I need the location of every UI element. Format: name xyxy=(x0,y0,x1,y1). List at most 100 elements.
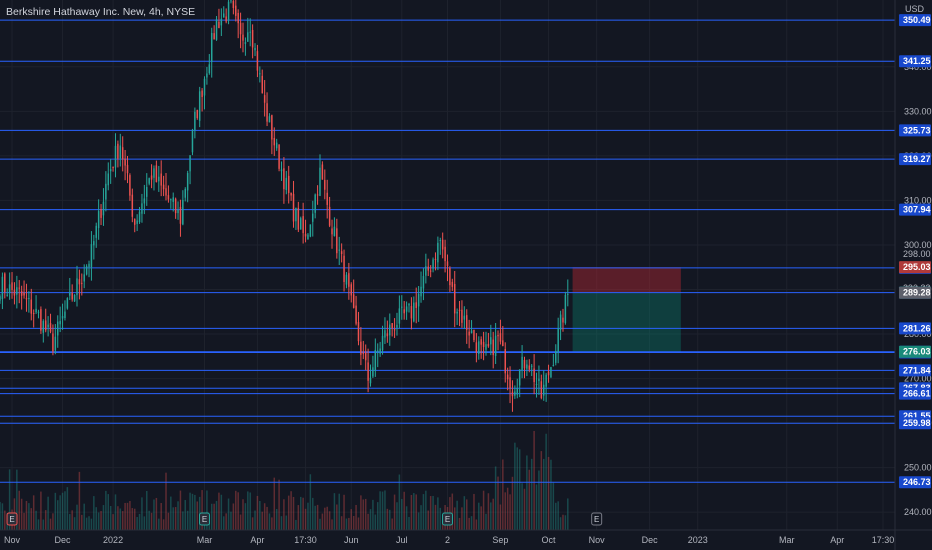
volume-bar xyxy=(52,513,54,530)
price-tick-label: 240.00 xyxy=(904,507,932,517)
candle-body xyxy=(393,329,396,331)
candle-body xyxy=(494,335,497,356)
volume-bar xyxy=(124,502,126,530)
volume-bar xyxy=(239,514,242,530)
candle-body xyxy=(220,18,223,26)
volume-bar xyxy=(516,447,519,530)
volume-bar xyxy=(59,495,61,530)
price-badge xyxy=(899,261,931,274)
candle-body xyxy=(165,188,167,196)
candle-body xyxy=(133,219,136,225)
candle-body xyxy=(369,377,372,384)
volume-bar xyxy=(530,458,533,530)
candle-body xyxy=(326,192,328,205)
volume-bar xyxy=(326,506,328,530)
volume-bar xyxy=(259,500,261,530)
level-badge xyxy=(899,55,931,68)
volume-bar xyxy=(458,517,461,530)
level-badge xyxy=(899,153,931,166)
volume-bar xyxy=(232,503,235,530)
volume-bar xyxy=(54,492,57,530)
volume-bar xyxy=(417,512,420,530)
volume-bar xyxy=(93,496,95,530)
candle-body xyxy=(162,184,165,190)
candle-body xyxy=(321,164,324,180)
candle-body xyxy=(268,116,271,123)
candle-body xyxy=(485,344,487,350)
candle-body xyxy=(415,302,417,309)
candle-body xyxy=(372,367,374,377)
candle-body xyxy=(208,64,211,74)
candle-body xyxy=(506,374,509,380)
volume-bar xyxy=(28,503,30,530)
earnings-icon[interactable] xyxy=(591,512,603,526)
candle-body xyxy=(81,282,83,284)
candle-body xyxy=(403,309,405,314)
candle-body xyxy=(374,349,377,371)
level-badge-label: 319.27 xyxy=(903,154,931,164)
candle-body xyxy=(146,186,148,197)
candle-body xyxy=(290,192,292,196)
candle-body xyxy=(186,173,189,191)
candle-body xyxy=(427,266,429,271)
volume-bar xyxy=(504,492,506,530)
level-badge-label: 307.94 xyxy=(903,205,931,215)
candle-body xyxy=(52,333,54,352)
candle-body xyxy=(167,195,170,200)
candle-body xyxy=(456,311,458,314)
chart-grid xyxy=(0,0,895,530)
candle-body xyxy=(263,95,266,103)
volume-bar xyxy=(410,494,413,530)
volume-bar xyxy=(542,458,545,530)
earnings-icon[interactable] xyxy=(442,512,453,526)
volume-bar xyxy=(499,504,502,530)
candle-body xyxy=(429,270,432,272)
volume-bar xyxy=(314,505,316,530)
price-badge-label: 289.28 xyxy=(903,288,931,298)
earnings-icon[interactable] xyxy=(199,512,211,526)
volume-bar xyxy=(535,484,538,530)
volume-bar xyxy=(61,492,64,530)
earnings-icon[interactable] xyxy=(6,512,18,526)
candle-body xyxy=(138,211,141,223)
candle-body xyxy=(93,241,95,246)
candle-body xyxy=(304,233,307,237)
volume-bar xyxy=(547,456,550,530)
volume-bar xyxy=(191,493,194,530)
candle-body xyxy=(254,47,256,51)
volume-bar xyxy=(559,517,562,530)
level-badge-label: 271.84 xyxy=(903,365,931,375)
volume-bar xyxy=(405,506,408,530)
candle-body xyxy=(381,335,384,351)
volume-bar xyxy=(81,514,83,530)
volume-bar xyxy=(304,508,307,530)
candle-body xyxy=(271,115,273,140)
volume-bar xyxy=(328,511,331,530)
volume-bar xyxy=(170,496,172,530)
volume-bar xyxy=(141,497,143,530)
candle-body xyxy=(446,261,449,266)
candle-body xyxy=(292,193,295,222)
volume-bar xyxy=(49,518,52,530)
volume-bar xyxy=(271,517,273,530)
volume-bar xyxy=(420,505,422,530)
volume-bar xyxy=(4,510,6,530)
volume-bar xyxy=(523,488,526,530)
price-axis: 240.00250.00260.00270.00280.00290.00300.… xyxy=(894,0,932,550)
volume-bar xyxy=(196,501,199,530)
volume-bar xyxy=(473,493,475,530)
volume-bar xyxy=(109,505,112,530)
candle-body xyxy=(28,298,30,300)
candle-body xyxy=(131,194,134,217)
volume-bar xyxy=(348,517,350,530)
volume-bar xyxy=(538,470,540,530)
candle-body xyxy=(249,31,251,33)
candle-body xyxy=(295,207,297,222)
volume-bar xyxy=(174,507,177,530)
volume-bar xyxy=(1,503,4,530)
volume-bar xyxy=(275,509,278,530)
volume-bar xyxy=(230,511,232,530)
volume-bar xyxy=(401,498,403,530)
